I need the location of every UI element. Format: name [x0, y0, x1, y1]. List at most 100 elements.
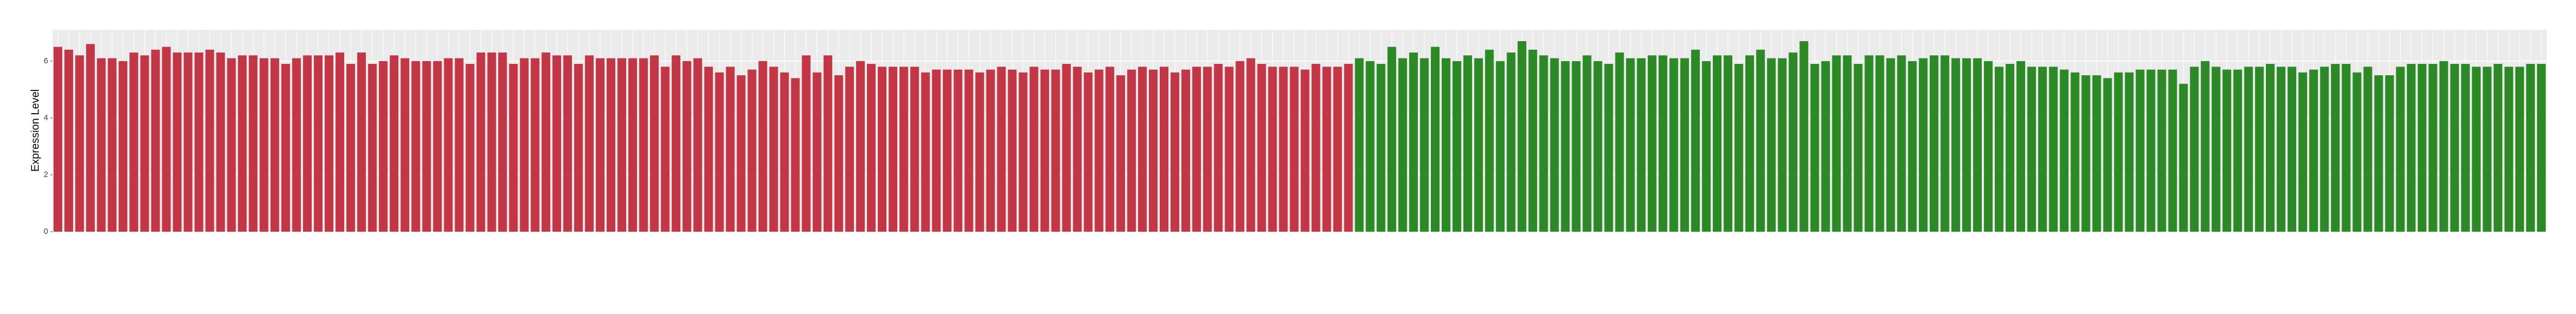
bar — [2222, 69, 2231, 232]
bar — [1767, 58, 1776, 232]
bar — [183, 53, 193, 232]
bar — [2461, 64, 2470, 232]
bar — [606, 58, 616, 232]
bar — [1724, 55, 1733, 232]
bar — [2417, 64, 2427, 232]
bar — [1138, 67, 1147, 232]
bar — [2450, 64, 2459, 232]
bar — [520, 58, 529, 232]
bar — [216, 53, 225, 232]
bar — [1789, 53, 1798, 232]
bar — [2288, 67, 2297, 232]
bar — [1083, 72, 1093, 232]
bar — [162, 47, 171, 232]
bar — [2331, 64, 2340, 232]
bar — [238, 55, 247, 232]
bar — [737, 75, 746, 232]
bar — [400, 58, 410, 232]
bar — [1626, 58, 1635, 232]
bar — [1344, 64, 1353, 232]
bar — [1453, 61, 1462, 232]
bar — [346, 64, 356, 232]
bar — [1962, 58, 1971, 232]
bar — [672, 55, 681, 232]
bar — [324, 55, 334, 232]
bar — [433, 61, 442, 232]
bar — [2016, 61, 2026, 232]
bar — [390, 55, 399, 232]
bar — [1148, 69, 1158, 232]
bar — [780, 72, 789, 232]
bar — [1029, 67, 1039, 232]
bar — [1669, 58, 1678, 232]
bar — [455, 58, 464, 232]
bar — [866, 64, 876, 232]
bar — [1279, 67, 1288, 232]
bar — [1376, 64, 1385, 232]
bar — [541, 53, 550, 232]
bar — [1225, 67, 1234, 232]
bar — [747, 69, 757, 232]
y-tick-label: 6 — [44, 56, 48, 66]
bar — [1387, 47, 1396, 232]
bar — [2092, 75, 2101, 232]
bar — [1561, 61, 1570, 232]
y-tick-label: 2 — [44, 170, 48, 179]
bar — [2515, 67, 2524, 232]
bar — [2352, 72, 2362, 232]
bar — [1322, 67, 1331, 232]
bar — [1756, 49, 1765, 232]
bar — [954, 69, 963, 232]
bar — [2146, 69, 2156, 232]
bar — [552, 55, 561, 232]
bar — [1171, 72, 1180, 232]
bar — [2374, 75, 2383, 232]
bar — [1745, 55, 1754, 232]
bar — [584, 55, 594, 232]
bar — [2342, 64, 2351, 232]
bar — [1864, 55, 1874, 232]
bar — [650, 55, 659, 232]
bar — [1040, 69, 1049, 232]
bar — [498, 53, 507, 232]
bar — [2190, 67, 2199, 232]
bar — [2027, 67, 2036, 232]
bar — [1246, 58, 1256, 232]
bar — [119, 61, 128, 232]
bar — [628, 58, 638, 232]
bar — [509, 64, 518, 232]
bar — [1116, 75, 1125, 232]
bar — [2320, 67, 2329, 232]
bar — [1875, 55, 1884, 232]
bar — [726, 67, 735, 232]
bar — [75, 55, 84, 232]
bar — [2309, 69, 2318, 232]
bar — [1854, 64, 1863, 232]
bar — [270, 58, 279, 232]
bar — [2255, 67, 2264, 232]
bar — [336, 53, 345, 232]
bar — [1701, 61, 1711, 232]
bar — [682, 61, 692, 232]
bar — [769, 67, 778, 232]
bar — [194, 53, 203, 232]
bar — [1517, 41, 1527, 232]
bar — [1778, 58, 1787, 232]
bar — [2125, 72, 2134, 232]
bar — [1181, 69, 1191, 232]
bar — [899, 67, 909, 232]
bar — [812, 72, 822, 232]
bar — [2049, 67, 2058, 232]
bar — [801, 55, 811, 232]
bar — [2135, 69, 2145, 232]
bar — [357, 53, 366, 232]
bar — [2157, 69, 2166, 232]
bar — [2179, 83, 2188, 232]
bar — [1973, 58, 1982, 232]
bar — [2493, 64, 2502, 232]
bar — [2439, 61, 2448, 232]
bar — [2428, 64, 2437, 232]
bar — [1637, 58, 1646, 232]
bar — [2071, 72, 2080, 232]
